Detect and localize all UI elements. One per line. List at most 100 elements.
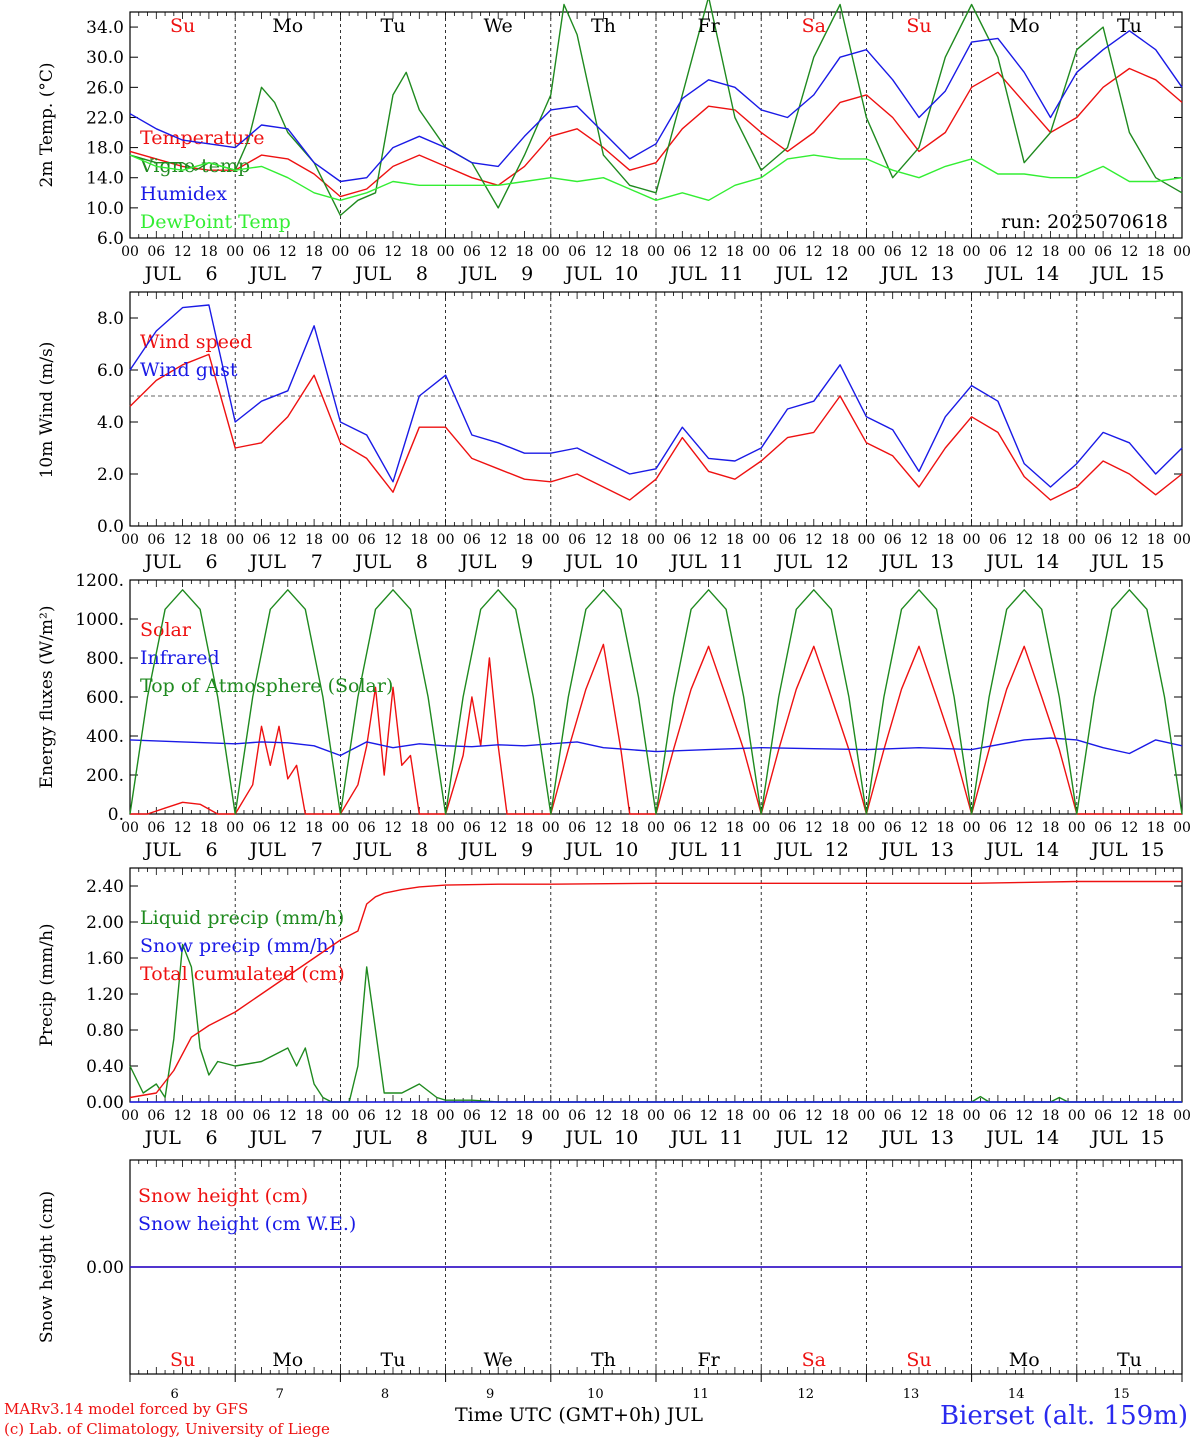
hour-tick-label: 00 <box>121 1108 139 1124</box>
date-label: 8 <box>416 551 428 573</box>
panel-3: 0. 200. 400. 600. 800. 1000. 1200. Energy fluxe… <box>37 571 1191 861</box>
hour-tick-label: 06 <box>1094 244 1112 260</box>
legend-entry: DewPoint Temp <box>140 211 291 233</box>
hour-tick-label: 00 <box>542 820 560 836</box>
month-label: JUL <box>669 551 708 573</box>
hour-tick-label: 18 <box>726 820 744 836</box>
hour-tick-label: 06 <box>673 532 691 548</box>
hour-tick-label: 18 <box>200 820 218 836</box>
date-label: 7 <box>311 263 323 285</box>
month-label: JUL <box>669 1127 708 1149</box>
hour-tick-label: 06 <box>568 244 586 260</box>
date-label: 15 <box>1140 551 1164 573</box>
month-label: JUL <box>669 263 708 285</box>
series-line <box>129 67 1183 198</box>
hour-tick-label: 12 <box>700 244 718 260</box>
legend-entry: Snow precip (mm/h) <box>140 935 336 957</box>
hour-tick-label: 00 <box>1068 244 1086 260</box>
legend-entry: Total cumulated (cm) <box>140 963 345 985</box>
legend-entry: Snow height (cm) <box>138 1185 308 1207</box>
weekday-label: Tu <box>1117 15 1142 37</box>
hour-tick-label: 18 <box>200 532 218 548</box>
hour-tick-label: 06 <box>147 244 165 260</box>
series-line <box>129 353 1183 501</box>
weekday-label: Su <box>170 15 195 37</box>
panel-5: 0.00 Snow height (cm) Snow height (cm) Snow… <box>37 1159 1183 1375</box>
hour-tick-label: 18 <box>1147 820 1165 836</box>
hour-tick-label: 12 <box>384 532 402 548</box>
hour-tick-label: 18 <box>1042 532 1060 548</box>
hour-tick-label: 00 <box>121 532 139 548</box>
hour-tick-label: 12 <box>384 1108 402 1124</box>
hour-tick-label: 12 <box>805 1108 823 1124</box>
date-label: 8 <box>416 263 428 285</box>
date-label: 6 <box>206 263 218 285</box>
y-tick-label: 1.20 <box>86 985 124 1005</box>
date-label: 13 <box>930 839 954 861</box>
hour-tick-label: 12 <box>805 244 823 260</box>
series-line <box>129 880 1182 1099</box>
hour-tick-label: 18 <box>410 1108 428 1124</box>
hour-tick-label: 12 <box>594 1108 612 1124</box>
hour-tick-label: 00 <box>437 532 455 548</box>
hour-tick-label: 00 <box>542 244 560 260</box>
hour-tick-label: 06 <box>673 244 691 260</box>
date-label: 10 <box>614 839 638 861</box>
series-line <box>129 154 1183 202</box>
hour-tick-label: 12 <box>594 820 612 836</box>
hour-tick-label: 00 <box>1068 532 1086 548</box>
month-label: JUL <box>563 1127 602 1149</box>
hour-tick-label: 00 <box>542 532 560 548</box>
hour-tick-label: 18 <box>831 244 849 260</box>
hour-tick-label: 06 <box>358 532 376 548</box>
date-label: 9 <box>521 1127 533 1149</box>
hour-tick-label: 12 <box>910 532 928 548</box>
month-label: JUL <box>879 263 918 285</box>
hour-tick-label: 12 <box>1015 532 1033 548</box>
month-label: JUL <box>984 839 1023 861</box>
month-label: JUL <box>353 1127 392 1149</box>
month-label: JUL <box>458 263 497 285</box>
hour-tick-label: 18 <box>621 532 639 548</box>
hour-tick-label: 00 <box>331 820 349 836</box>
hour-tick-label: 12 <box>594 532 612 548</box>
month-label: JUL <box>1089 263 1128 285</box>
hour-tick-label: 18 <box>1147 244 1165 260</box>
month-label: JUL <box>458 551 497 573</box>
y-tick-label: 4.0 <box>97 413 124 433</box>
hour-tick-label: 18 <box>305 532 323 548</box>
hour-tick-label: 06 <box>463 1108 481 1124</box>
hour-tick-label: 06 <box>568 1108 586 1124</box>
hour-tick-label: 00 <box>752 1108 770 1124</box>
hour-tick-label: 00 <box>1173 820 1191 836</box>
series-line <box>129 30 1183 183</box>
date-label: 10 <box>614 551 638 573</box>
hour-tick-label: 00 <box>226 820 244 836</box>
date-label: 7 <box>311 839 323 861</box>
hour-tick-label: 18 <box>831 532 849 548</box>
month-label: JUL <box>248 839 287 861</box>
credit-line-2: (c) Lab. of Climatology, University of L… <box>4 1420 330 1438</box>
y-axis-title: Snow height (cm) <box>37 1191 57 1343</box>
series-line <box>129 0 1183 217</box>
hour-tick-label: 12 <box>384 820 402 836</box>
hour-tick-label: 12 <box>910 244 928 260</box>
weekday-label: Mo <box>272 1349 303 1371</box>
series-line <box>129 589 1183 815</box>
y-tick-label: 14.0 <box>86 169 124 189</box>
hour-tick-label: 18 <box>936 820 954 836</box>
month-label: JUL <box>143 263 182 285</box>
hour-tick-label: 00 <box>437 1108 455 1124</box>
y-tick-label: 10.0 <box>86 199 124 219</box>
hour-tick-label: 00 <box>331 1108 349 1124</box>
weekday-label: Tu <box>1117 1349 1142 1371</box>
weekday-label: Su <box>170 1349 195 1371</box>
date-label: 10 <box>614 1127 638 1149</box>
hour-tick-label: 00 <box>857 532 875 548</box>
hour-tick-label: 00 <box>963 244 981 260</box>
legend-entry: Top of Atmosphere (Solar) <box>140 675 393 697</box>
hour-tick-label: 06 <box>463 820 481 836</box>
month-label: JUL <box>984 1127 1023 1149</box>
date-label: 7 <box>276 1387 284 1402</box>
hour-tick-label: 12 <box>279 820 297 836</box>
